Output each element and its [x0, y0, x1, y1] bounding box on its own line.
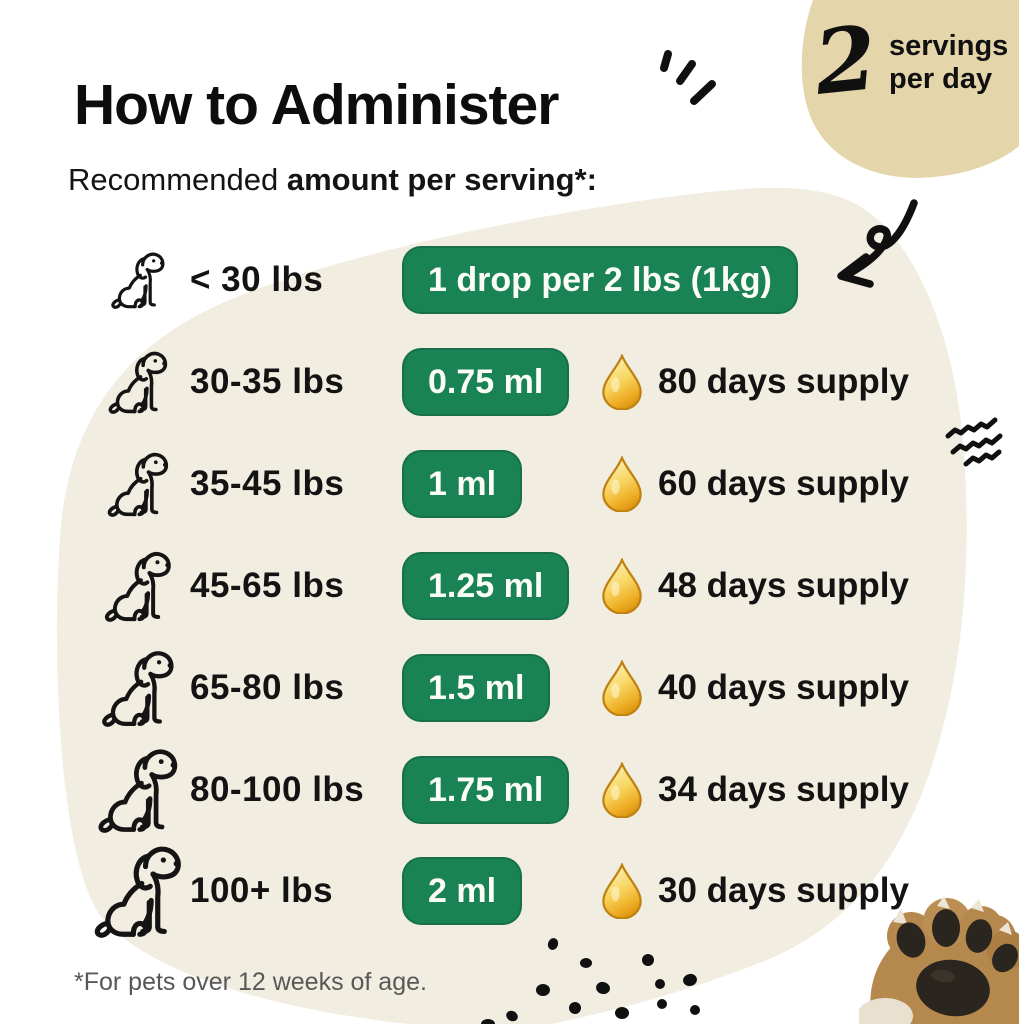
dosage-row: < 30 lbs 1 drop per 2 lbs (1kg)	[0, 230, 1019, 330]
supply-label: 40 days supply	[658, 668, 909, 707]
dog-icon	[106, 350, 170, 414]
dose-badge: 0.75 ml	[402, 348, 570, 416]
tan-blob	[801, 0, 1019, 178]
subtitle-colon: :	[586, 162, 597, 197]
dose-badge: 1.5 ml	[402, 654, 551, 722]
dog-icon	[105, 451, 171, 517]
dog-paw-photo	[859, 896, 1019, 1024]
dosage-row: 35-45 lbs 1 ml 60 days supply	[0, 434, 1019, 534]
oil-drop-icon	[602, 456, 643, 512]
subtitle-bold: amount per serving*	[286, 162, 587, 197]
weight-label: 45-65 lbs	[190, 566, 345, 605]
dog-icon	[95, 747, 181, 833]
weight-label: 35-45 lbs	[190, 464, 345, 503]
page-title: How to Administer	[74, 73, 559, 137]
dose-badge: 2 ml	[402, 857, 523, 925]
dog-icon	[99, 649, 177, 727]
weight-label: 30-35 lbs	[190, 362, 345, 401]
supply-label: 30 days supply	[658, 871, 909, 910]
dog-icon	[91, 844, 185, 938]
supply-label: 34 days supply	[658, 770, 909, 809]
servings-badge: 2 servings per day	[793, 0, 1019, 182]
dose-badge: 1 ml	[402, 450, 523, 518]
dose-badge: 1.25 ml	[402, 552, 570, 620]
footnote: *For pets over 12 weeks of age.	[74, 968, 427, 996]
supply-label: 60 days supply	[658, 464, 909, 503]
supply-label: 80 days supply	[658, 362, 909, 401]
supply-label: 48 days supply	[658, 566, 909, 605]
dosage-row: 30-35 lbs 0.75 ml 80 days supply	[0, 332, 1019, 432]
dose-badge: 1.75 ml	[402, 756, 570, 824]
oil-drop-icon	[602, 863, 643, 919]
oil-drop-icon	[602, 762, 643, 818]
dosage-row: 65-80 lbs 1.5 ml 40 days supply	[0, 638, 1019, 738]
subtitle-prefix: Recommended	[68, 162, 287, 197]
weight-label: 80-100 lbs	[190, 770, 365, 809]
emphasis-doodle	[660, 50, 716, 105]
dosage-row: 45-65 lbs 1.25 ml 48 days supply	[0, 536, 1019, 636]
dose-badge: 1 drop per 2 lbs (1kg)	[402, 246, 798, 314]
page-subtitle: Recommended amount per serving*:	[68, 162, 597, 198]
weight-label: 65-80 lbs	[190, 668, 345, 707]
oil-drop-icon	[602, 354, 643, 410]
dog-icon	[109, 251, 167, 309]
dots-doodle	[481, 938, 700, 1024]
squiggle-doodle	[945, 417, 1003, 467]
oil-drop-icon	[602, 558, 643, 614]
dog-icon	[102, 550, 174, 622]
dosage-row: 80-100 lbs 1.75 ml 34 days supply	[0, 740, 1019, 840]
servings-label: servings per day	[889, 30, 1009, 96]
weight-label: < 30 lbs	[190, 260, 324, 299]
dosage-row: 100+ lbs 2 ml 30 days supply	[0, 841, 1019, 941]
oil-drop-icon	[602, 660, 643, 716]
arrow-doodle	[837, 199, 918, 288]
servings-count: 2	[809, 5, 882, 115]
weight-label: 100+ lbs	[190, 871, 334, 910]
